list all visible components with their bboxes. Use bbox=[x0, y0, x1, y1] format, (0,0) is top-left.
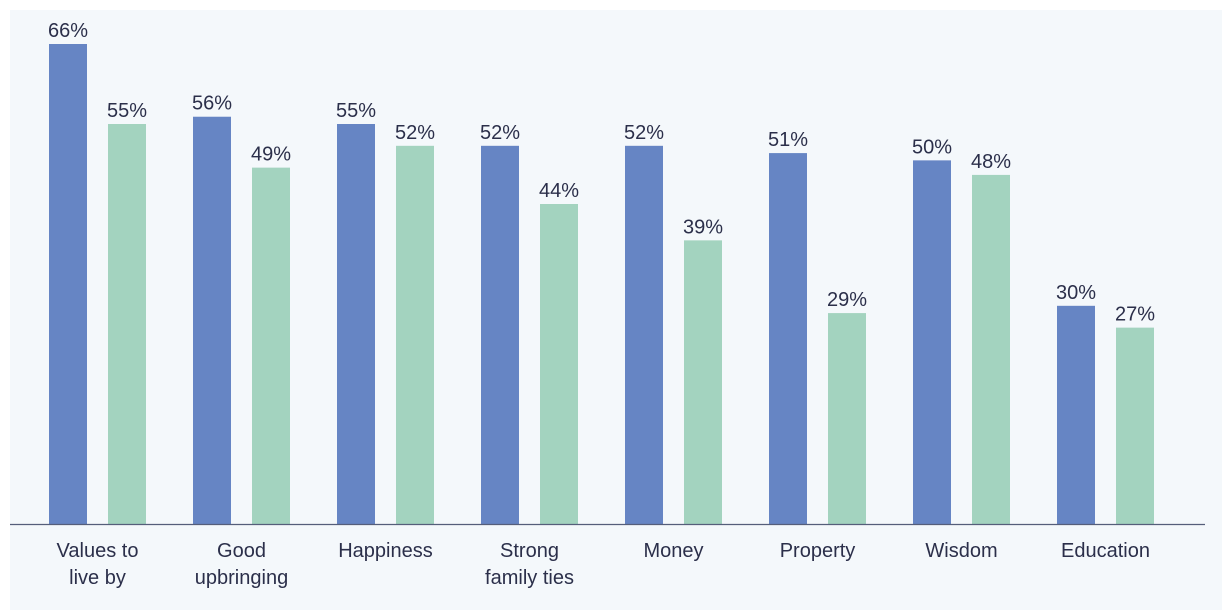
value-label: 55% bbox=[107, 100, 147, 122]
bar bbox=[684, 240, 722, 524]
bar bbox=[828, 313, 866, 524]
value-label: 66% bbox=[48, 20, 88, 42]
x-tick-label: Money bbox=[643, 540, 703, 562]
x-tick-label: Education bbox=[1061, 540, 1150, 562]
x-tick-label: Good upbringing bbox=[195, 540, 288, 589]
value-label: 52% bbox=[480, 122, 520, 144]
bar bbox=[252, 167, 290, 525]
x-tick-label: Strong family ties bbox=[485, 540, 574, 589]
value-label: 51% bbox=[768, 129, 808, 151]
value-label: 39% bbox=[683, 216, 723, 238]
value-label: 49% bbox=[251, 144, 291, 166]
value-label: 55% bbox=[336, 100, 376, 122]
bar bbox=[108, 124, 146, 524]
value-label: 52% bbox=[624, 122, 664, 144]
bar bbox=[913, 160, 951, 524]
value-label: 50% bbox=[912, 136, 952, 158]
bar bbox=[972, 174, 1010, 524]
bar bbox=[337, 124, 375, 524]
bar bbox=[481, 145, 519, 524]
value-label: 30% bbox=[1056, 282, 1096, 304]
bar bbox=[396, 145, 434, 524]
bar bbox=[49, 44, 87, 524]
x-tick-label: Wisdom bbox=[925, 540, 997, 562]
value-label: 56% bbox=[192, 93, 232, 115]
bar bbox=[1057, 305, 1095, 524]
x-tick-label: Values to live by bbox=[57, 540, 139, 589]
value-label: 29% bbox=[827, 289, 867, 311]
x-tick-label: Property bbox=[780, 540, 856, 562]
x-tick-label: Happiness bbox=[338, 540, 433, 562]
value-label: 48% bbox=[971, 151, 1011, 173]
bar bbox=[540, 204, 578, 524]
value-label: 27% bbox=[1115, 304, 1155, 326]
bar bbox=[193, 116, 231, 525]
bar bbox=[1116, 327, 1154, 524]
value-label: 52% bbox=[395, 122, 435, 144]
bar bbox=[769, 153, 807, 524]
bar bbox=[625, 145, 663, 524]
value-label: 44% bbox=[539, 180, 579, 202]
